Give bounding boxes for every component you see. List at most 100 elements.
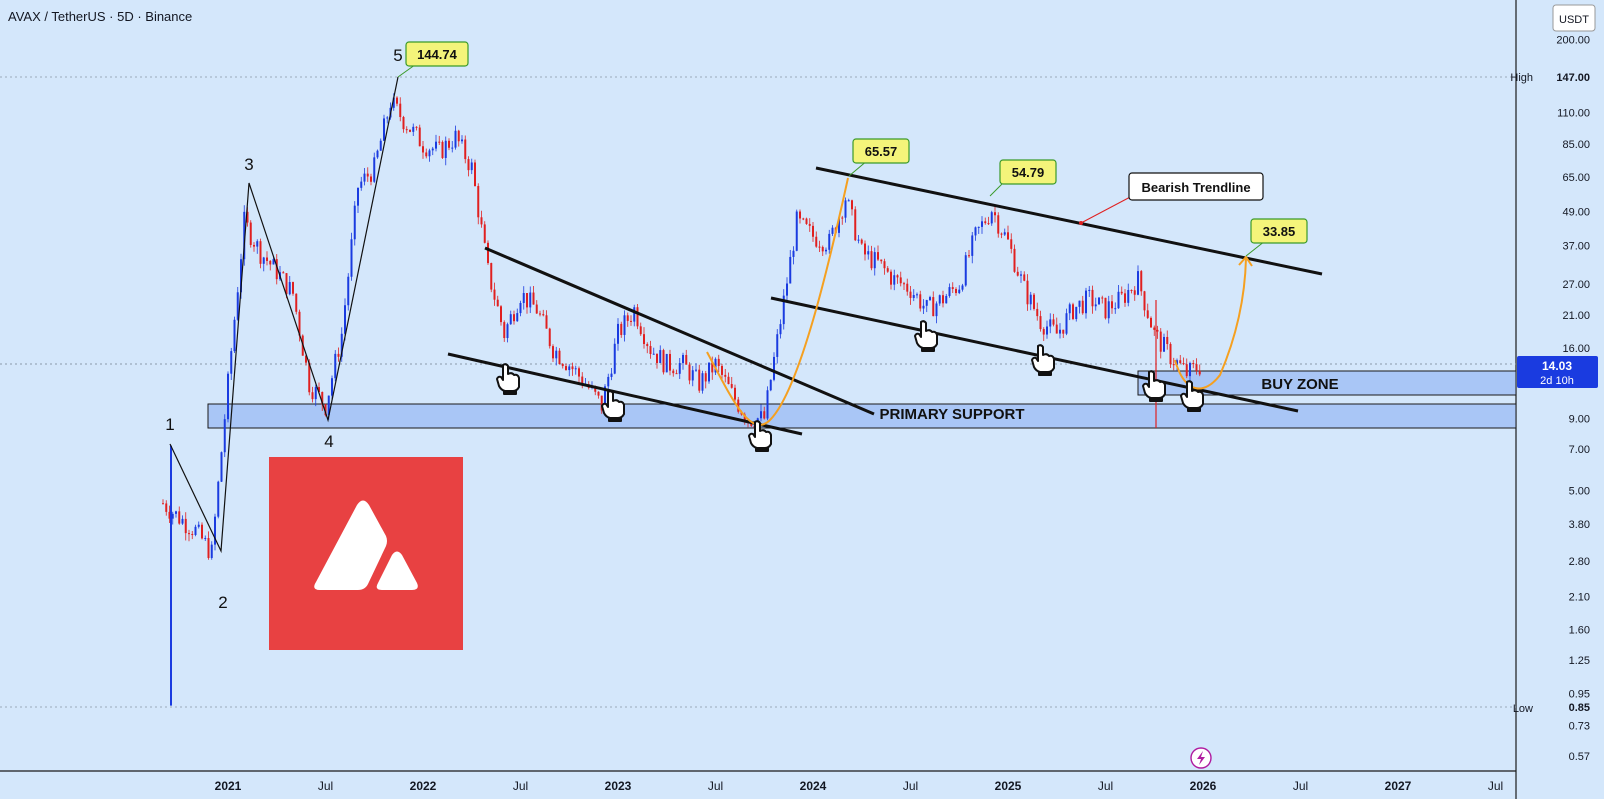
candle-body (292, 282, 294, 294)
candle-body (1081, 300, 1084, 314)
candle-body (1088, 289, 1091, 291)
candle-body (604, 386, 606, 411)
candle-body (1013, 248, 1016, 272)
candle-body (233, 319, 236, 352)
y-tick-label: 0.57 (1569, 751, 1590, 763)
candle-body (1192, 363, 1195, 365)
candle-body (308, 362, 311, 393)
buy-zone-label: BUY ZONE (1261, 376, 1338, 393)
currency-label: USDT (1559, 14, 1589, 26)
candle-body (305, 355, 307, 363)
candle-body (769, 379, 772, 391)
candle-body (298, 311, 301, 336)
candle-body (984, 221, 987, 224)
candle-body (831, 227, 834, 234)
price-label-65 (852, 138, 910, 164)
wave-label-3: 3 (244, 155, 253, 174)
bearish-trendline[interactable] (815, 166, 1323, 276)
candle-body (646, 344, 649, 347)
currency-button[interactable] (1552, 4, 1596, 32)
candle-body (496, 299, 499, 307)
candle-body (1033, 294, 1035, 309)
candle-body (789, 256, 792, 284)
candle-body (643, 334, 645, 345)
candle-body (490, 263, 493, 290)
candle-body (649, 346, 652, 355)
candle-body (451, 147, 454, 149)
candle-body (269, 260, 272, 265)
candle-body (734, 387, 736, 400)
candle-body (808, 223, 811, 226)
y-tick-label: 9.00 (1569, 413, 1590, 425)
candle-body (542, 314, 545, 316)
candle-body (896, 275, 899, 278)
candle-body (509, 314, 512, 325)
candle-body (438, 141, 441, 143)
candle-body (412, 126, 415, 132)
candle-body (779, 324, 782, 335)
hand-pointer-icon (748, 420, 772, 452)
candle-body (217, 481, 220, 517)
candle-body (522, 293, 525, 304)
candle-body (935, 303, 938, 317)
candle-body (162, 503, 164, 505)
candle-body (376, 150, 379, 158)
candle-body (506, 324, 509, 339)
candle-body (236, 292, 239, 320)
candle-body (678, 363, 681, 374)
lightning-icon[interactable] (1190, 747, 1212, 769)
candle-body (210, 544, 213, 558)
candle-body (1172, 364, 1175, 366)
hand-pointer-icon (1142, 370, 1166, 402)
hand-pointer-icon (1180, 380, 1204, 412)
candle-body (448, 140, 450, 148)
candle-body (194, 526, 197, 535)
falling-wedge-upper-line[interactable] (484, 246, 875, 416)
callout-connector (1080, 194, 1135, 224)
wave-label-1: 1 (165, 415, 174, 434)
hand-pointer-icon (1031, 344, 1055, 376)
y-axis-ticks: 200.00 147.00 110.00 85.00 65.00 49.00 37.00 27… (1556, 34, 1590, 762)
channel-lower-line[interactable] (770, 296, 1299, 413)
candle-body (919, 294, 922, 309)
candle-body (942, 295, 944, 304)
candle-body (711, 362, 714, 373)
candle-body (786, 283, 788, 296)
candle-body (392, 97, 395, 108)
candle-body (295, 293, 298, 312)
candle-body (883, 261, 886, 269)
price-label-33-text: 33.85 (1263, 224, 1296, 239)
candle-body (815, 236, 818, 247)
candle-body (886, 268, 889, 272)
candle-body (873, 252, 876, 269)
candle-body (519, 303, 522, 314)
candle-body (1091, 289, 1094, 307)
candle-body (730, 384, 733, 388)
candle-body (1000, 233, 1003, 235)
candle-body (1098, 297, 1100, 305)
candle-body (877, 252, 879, 260)
candle-body (617, 323, 619, 344)
candle-body (971, 235, 974, 256)
x-axis-ticks: 2021 Jul 2022 Jul 2023 Jul 2024 Jul 2025 Jul 2026 J… (215, 779, 1504, 793)
candle-body (1016, 271, 1019, 276)
candle-body (792, 250, 795, 257)
candle-body (493, 289, 496, 300)
candle-body (470, 162, 473, 171)
price-axis-panel[interactable] (1516, 0, 1604, 799)
candle-body (695, 369, 697, 371)
candle-body (922, 305, 925, 309)
candle-body (483, 224, 486, 243)
candle-body (240, 259, 242, 293)
elliott-wave-path (169, 76, 399, 554)
hand-pointer-icons (496, 320, 1204, 452)
candle-body (321, 392, 324, 405)
candle-body (175, 511, 177, 514)
candle-body (425, 152, 428, 157)
y-tick-label: 3.80 (1569, 519, 1590, 531)
candle-body (633, 307, 636, 322)
candle-body (1020, 274, 1022, 276)
candle-body (607, 376, 610, 387)
candle-body (1156, 329, 1159, 332)
